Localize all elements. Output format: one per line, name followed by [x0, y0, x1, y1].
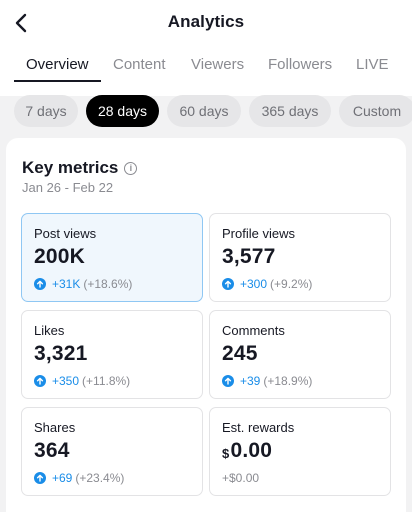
metric-label: Comments — [222, 323, 285, 338]
back-button[interactable] — [10, 10, 32, 36]
metric-label: Profile views — [222, 226, 295, 241]
tab-content[interactable]: Content — [113, 56, 166, 73]
rewards-amount: 0.00 — [230, 439, 273, 462]
date-range-chips: 7 days 28 days 60 days 365 days Custom — [0, 95, 412, 127]
metric-value: 245 — [222, 342, 258, 365]
metric-change: +31K (+18.6%) — [34, 277, 132, 291]
page-title: Analytics — [167, 12, 245, 31]
metric-delta: +350 — [52, 374, 80, 388]
arrow-up-circle-icon — [222, 278, 234, 290]
key-metrics-card: Key metrics i Jan 26 - Feb 22 Post views… — [6, 138, 406, 512]
metric-value: 200K — [34, 245, 86, 268]
metric-percent: (+18.6%) — [83, 277, 133, 291]
date-range-label: Jan 26 - Feb 22 — [22, 180, 114, 195]
metric-percent: (+18.9%) — [263, 374, 313, 388]
metric-value: 3,577 — [222, 245, 276, 268]
metric-tile-profile-views[interactable]: Profile views 3,577 +300 (+9.2%) — [209, 213, 391, 302]
chevron-left-icon — [15, 13, 27, 33]
chip-365-days[interactable]: 365 days — [249, 95, 331, 127]
metric-delta: +69 — [52, 471, 73, 485]
key-metrics-heading: Key metrics i — [22, 158, 138, 178]
metric-tile-shares[interactable]: Shares 364 +69 (+23.4%) — [21, 407, 203, 496]
metric-label: Est. rewards — [222, 420, 295, 435]
arrow-up-circle-icon — [34, 278, 46, 290]
arrow-up-circle-icon — [222, 375, 234, 387]
metric-delta: +300 — [240, 277, 268, 291]
metric-label: Post views — [34, 226, 97, 241]
metric-percent: (+9.2%) — [270, 277, 313, 291]
currency-symbol: $ — [222, 446, 230, 461]
metric-change: +300 (+9.2%) — [222, 277, 312, 291]
metric-value: 364 — [34, 439, 70, 462]
metric-value: 3,321 — [34, 342, 88, 365]
arrow-up-circle-icon — [34, 472, 46, 484]
tab-live[interactable]: LIVE — [356, 56, 389, 73]
tab-bar: Overview Content Viewers Followers LIVE — [0, 52, 412, 82]
info-icon[interactable]: i — [124, 161, 138, 175]
metric-change: +$0.00 — [222, 471, 260, 485]
chip-custom[interactable]: Custom — [339, 95, 412, 127]
metric-change: +39 (+18.9%) — [222, 374, 312, 388]
arrow-up-circle-icon — [34, 375, 46, 387]
key-metrics-title: Key metrics — [22, 158, 119, 177]
tab-followers[interactable]: Followers — [268, 56, 333, 73]
metric-delta: +31K — [52, 277, 81, 291]
active-tab-indicator — [14, 80, 101, 82]
metric-label: Shares — [34, 420, 76, 435]
metric-percent: (+23.4%) — [75, 471, 125, 485]
metric-delta: +39 — [240, 374, 261, 388]
top-bar: Analytics Overview Content Viewers Follo… — [0, 0, 412, 96]
metric-tile-comments[interactable]: Comments 245 +39 (+18.9%) — [209, 310, 391, 399]
metric-label: Likes — [34, 323, 65, 338]
chip-60-days[interactable]: 60 days — [167, 95, 241, 127]
metric-value: $ 0.00 — [222, 439, 272, 463]
chip-28-days[interactable]: 28 days — [86, 95, 159, 127]
metric-tile-likes[interactable]: Likes 3,321 +350 (+11.8%) — [21, 310, 203, 399]
metric-change: +69 (+23.4%) — [34, 471, 124, 485]
metric-change: +350 (+11.8%) — [34, 374, 130, 388]
metric-percent: (+11.8%) — [82, 374, 131, 388]
tab-viewers[interactable]: Viewers — [191, 56, 245, 73]
chip-7-days[interactable]: 7 days — [14, 95, 78, 127]
metric-tile-post-views[interactable]: Post views 200K +31K (+18.6%) — [21, 213, 203, 302]
metric-tile-est-rewards[interactable]: Est. rewards $ 0.00 +$0.00 — [209, 407, 391, 496]
tab-overview[interactable]: Overview — [26, 56, 89, 73]
